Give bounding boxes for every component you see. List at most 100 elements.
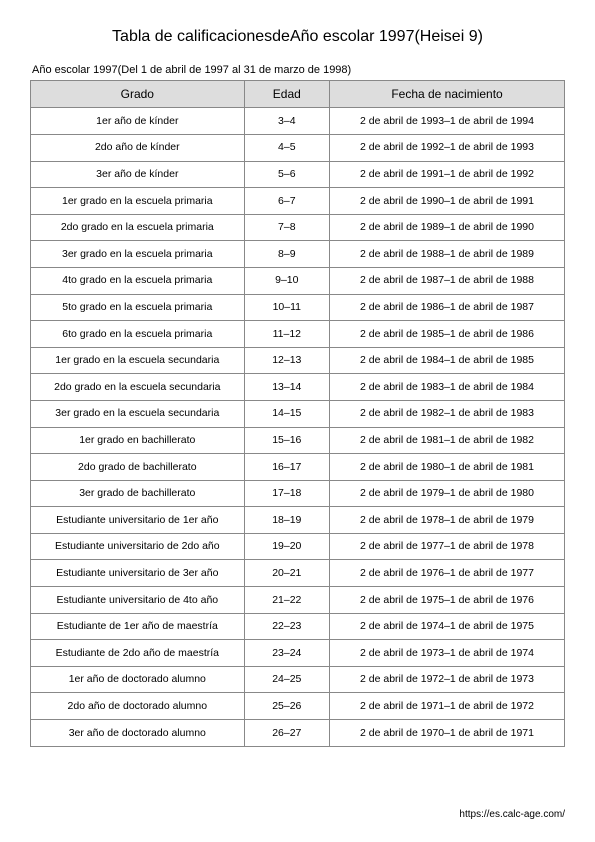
cell-edad: 24–25 xyxy=(244,666,329,693)
table-row: 6to grado en la escuela primaria11–122 d… xyxy=(31,321,565,348)
table-row: 1er grado en la escuela primaria6–72 de … xyxy=(31,188,565,215)
cell-edad: 16–17 xyxy=(244,454,329,481)
cell-grado: 3er año de doctorado alumno xyxy=(31,720,245,747)
cell-grado: 2do año de doctorado alumno xyxy=(31,693,245,720)
table-row: 2do grado en la escuela secundaria13–142… xyxy=(31,374,565,401)
cell-edad: 5–6 xyxy=(244,161,329,188)
cell-grado: 1er grado en bachillerato xyxy=(31,427,245,454)
table-row: 3er grado en la escuela primaria8–92 de … xyxy=(31,241,565,268)
cell-fecha: 2 de abril de 1984–1 de abril de 1985 xyxy=(330,347,565,374)
table-row: Estudiante de 1er año de maestría22–232 … xyxy=(31,613,565,640)
cell-edad: 17–18 xyxy=(244,480,329,507)
footer-url: https://es.calc-age.com/ xyxy=(459,809,565,820)
cell-edad: 25–26 xyxy=(244,693,329,720)
table-row: Estudiante de 2do año de maestría23–242 … xyxy=(31,640,565,667)
table-row: 2do año de kínder4–52 de abril de 1992–1… xyxy=(31,134,565,161)
table-row: Estudiante universitario de 4to año21–22… xyxy=(31,587,565,614)
cell-grado: 5to grado en la escuela primaria xyxy=(31,294,245,321)
cell-grado: 1er año de kínder xyxy=(31,108,245,135)
cell-grado: Estudiante universitario de 4to año xyxy=(31,587,245,614)
cell-edad: 3–4 xyxy=(244,108,329,135)
cell-grado: 2do grado en la escuela secundaria xyxy=(31,374,245,401)
cell-grado: 1er año de doctorado alumno xyxy=(31,666,245,693)
page-title: Tabla de calificacionesdeAño escolar 199… xyxy=(30,28,565,46)
cell-fecha: 2 de abril de 1985–1 de abril de 1986 xyxy=(330,321,565,348)
cell-grado: 3er año de kínder xyxy=(31,161,245,188)
cell-edad: 21–22 xyxy=(244,587,329,614)
table-row: 3er grado de bachillerato17–182 de abril… xyxy=(31,480,565,507)
cell-fecha: 2 de abril de 1980–1 de abril de 1981 xyxy=(330,454,565,481)
table-row: 1er año de kínder3–42 de abril de 1993–1… xyxy=(31,108,565,135)
grades-table: Grado Edad Fecha de nacimiento 1er año d… xyxy=(30,80,565,747)
cell-edad: 8–9 xyxy=(244,241,329,268)
table-row: 1er grado en la escuela secundaria12–132… xyxy=(31,347,565,374)
table-row: 2do grado en la escuela primaria7–82 de … xyxy=(31,214,565,241)
table-row: Estudiante universitario de 3er año20–21… xyxy=(31,560,565,587)
table-row: 3er año de doctorado alumno26–272 de abr… xyxy=(31,720,565,747)
cell-fecha: 2 de abril de 1988–1 de abril de 1989 xyxy=(330,241,565,268)
cell-fecha: 2 de abril de 1986–1 de abril de 1987 xyxy=(330,294,565,321)
cell-fecha: 2 de abril de 1978–1 de abril de 1979 xyxy=(330,507,565,534)
cell-fecha: 2 de abril de 1991–1 de abril de 1992 xyxy=(330,161,565,188)
cell-edad: 12–13 xyxy=(244,347,329,374)
cell-edad: 9–10 xyxy=(244,267,329,294)
cell-edad: 10–11 xyxy=(244,294,329,321)
table-row: 1er grado en bachillerato15–162 de abril… xyxy=(31,427,565,454)
cell-grado: 4to grado en la escuela primaria xyxy=(31,267,245,294)
table-row: 3er grado en la escuela secundaria14–152… xyxy=(31,400,565,427)
cell-grado: 2do grado en la escuela primaria xyxy=(31,214,245,241)
table-row: 2do grado de bachillerato16–172 de abril… xyxy=(31,454,565,481)
table-header-row: Grado Edad Fecha de nacimiento xyxy=(31,81,565,108)
cell-fecha: 2 de abril de 1975–1 de abril de 1976 xyxy=(330,587,565,614)
cell-grado: 2do año de kínder xyxy=(31,134,245,161)
subtitle: Año escolar 1997(Del 1 de abril de 1997 … xyxy=(32,64,565,76)
cell-edad: 18–19 xyxy=(244,507,329,534)
table-row: 4to grado en la escuela primaria9–102 de… xyxy=(31,267,565,294)
cell-grado: Estudiante de 2do año de maestría xyxy=(31,640,245,667)
cell-grado: 1er grado en la escuela primaria xyxy=(31,188,245,215)
cell-fecha: 2 de abril de 1983–1 de abril de 1984 xyxy=(330,374,565,401)
cell-edad: 11–12 xyxy=(244,321,329,348)
table-row: 3er año de kínder5–62 de abril de 1991–1… xyxy=(31,161,565,188)
cell-fecha: 2 de abril de 1974–1 de abril de 1975 xyxy=(330,613,565,640)
cell-edad: 19–20 xyxy=(244,533,329,560)
cell-fecha: 2 de abril de 1992–1 de abril de 1993 xyxy=(330,134,565,161)
cell-edad: 4–5 xyxy=(244,134,329,161)
cell-grado: 3er grado en la escuela secundaria xyxy=(31,400,245,427)
col-grado: Grado xyxy=(31,81,245,108)
cell-fecha: 2 de abril de 1993–1 de abril de 1994 xyxy=(330,108,565,135)
cell-grado: Estudiante universitario de 3er año xyxy=(31,560,245,587)
cell-edad: 26–27 xyxy=(244,720,329,747)
cell-edad: 13–14 xyxy=(244,374,329,401)
cell-grado: Estudiante de 1er año de maestría xyxy=(31,613,245,640)
cell-grado: 6to grado en la escuela primaria xyxy=(31,321,245,348)
table-row: Estudiante universitario de 1er año18–19… xyxy=(31,507,565,534)
cell-fecha: 2 de abril de 1971–1 de abril de 1972 xyxy=(330,693,565,720)
cell-grado: Estudiante universitario de 2do año xyxy=(31,533,245,560)
cell-fecha: 2 de abril de 1973–1 de abril de 1974 xyxy=(330,640,565,667)
cell-fecha: 2 de abril de 1979–1 de abril de 1980 xyxy=(330,480,565,507)
col-edad: Edad xyxy=(244,81,329,108)
cell-edad: 6–7 xyxy=(244,188,329,215)
col-fecha: Fecha de nacimiento xyxy=(330,81,565,108)
cell-grado: 3er grado en la escuela primaria xyxy=(31,241,245,268)
cell-fecha: 2 de abril de 1989–1 de abril de 1990 xyxy=(330,214,565,241)
cell-edad: 22–23 xyxy=(244,613,329,640)
table-row: Estudiante universitario de 2do año19–20… xyxy=(31,533,565,560)
cell-fecha: 2 de abril de 1976–1 de abril de 1977 xyxy=(330,560,565,587)
cell-fecha: 2 de abril de 1987–1 de abril de 1988 xyxy=(330,267,565,294)
cell-edad: 14–15 xyxy=(244,400,329,427)
cell-edad: 7–8 xyxy=(244,214,329,241)
cell-fecha: 2 de abril de 1972–1 de abril de 1973 xyxy=(330,666,565,693)
cell-fecha: 2 de abril de 1982–1 de abril de 1983 xyxy=(330,400,565,427)
cell-edad: 15–16 xyxy=(244,427,329,454)
cell-fecha: 2 de abril de 1977–1 de abril de 1978 xyxy=(330,533,565,560)
cell-grado: Estudiante universitario de 1er año xyxy=(31,507,245,534)
cell-edad: 23–24 xyxy=(244,640,329,667)
cell-grado: 3er grado de bachillerato xyxy=(31,480,245,507)
cell-grado: 2do grado de bachillerato xyxy=(31,454,245,481)
table-row: 2do año de doctorado alumno25–262 de abr… xyxy=(31,693,565,720)
cell-fecha: 2 de abril de 1981–1 de abril de 1982 xyxy=(330,427,565,454)
cell-fecha: 2 de abril de 1990–1 de abril de 1991 xyxy=(330,188,565,215)
cell-edad: 20–21 xyxy=(244,560,329,587)
